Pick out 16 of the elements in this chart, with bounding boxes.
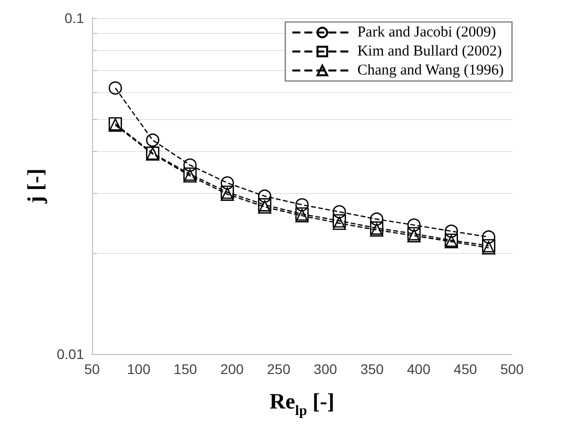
- x-tick-label: 500: [500, 361, 524, 377]
- x-tick-label: 450: [454, 361, 478, 377]
- legend-label: Park and Jacobi (2009): [357, 24, 496, 40]
- x-tick-label: 300: [314, 361, 338, 377]
- legend-label: Kim and Bullard (2002): [357, 44, 502, 60]
- x-tick-label: 250: [266, 361, 291, 377]
- x-tick-label: 50: [84, 361, 100, 377]
- legend-label: Chang and Wang (1996): [357, 62, 504, 78]
- y-tick-label: 0.01: [56, 346, 84, 362]
- x-tick-label: 150: [174, 361, 198, 377]
- x-tick-label: 400: [406, 361, 431, 377]
- y-axis-title: j [-]: [22, 168, 48, 204]
- y-tick-label: 0.1: [64, 10, 84, 26]
- x-tick-label: 100: [126, 361, 151, 377]
- x-tick-label: 200: [220, 361, 244, 377]
- x-tick-label: 350: [360, 361, 384, 377]
